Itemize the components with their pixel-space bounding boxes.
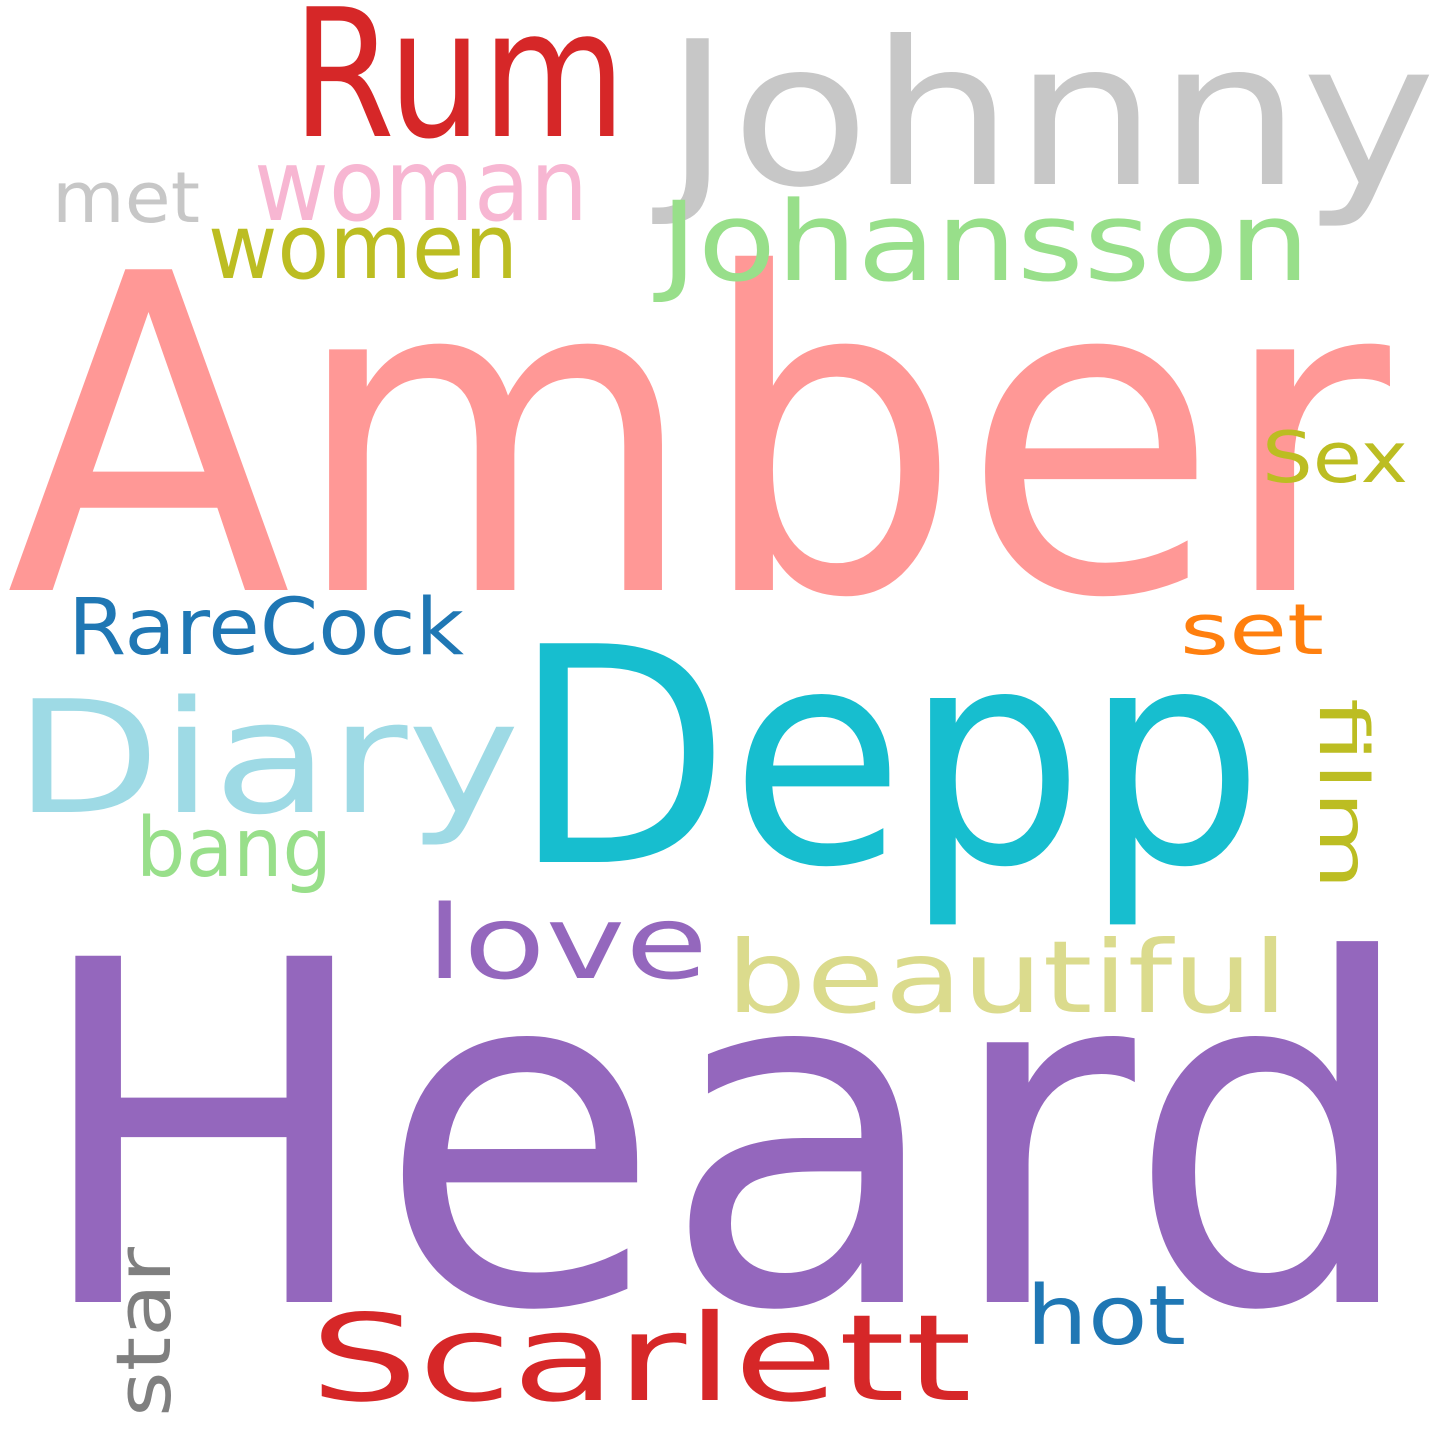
- word-johnny: Johnny: [652, 0, 1436, 232]
- word-beautiful: beautiful: [726, 919, 1288, 1036]
- word-johansson: Johansson: [653, 178, 1310, 306]
- word-heard: Heard: [30, 862, 1420, 1415]
- word-woman: woman: [254, 127, 588, 244]
- word-set: set: [1180, 589, 1324, 671]
- word-depp: Depp: [512, 584, 1264, 933]
- word-hot: hot: [1026, 1269, 1186, 1364]
- word-rarecock: RareCock: [68, 583, 464, 673]
- word-love: love: [426, 884, 708, 1003]
- word-amber: Amber: [6, 182, 1394, 694]
- word-film: film: [1303, 698, 1382, 890]
- word-diary: Diary: [14, 667, 520, 849]
- word-bang: bang: [136, 801, 332, 896]
- word-met: met: [52, 157, 200, 239]
- word-women: women: [208, 195, 518, 300]
- word-sex: Sex: [1262, 417, 1408, 499]
- word-star: star: [99, 1246, 188, 1417]
- word-scarlett: Scarlett: [310, 1290, 972, 1429]
- word-rum: Rum: [292, 0, 626, 178]
